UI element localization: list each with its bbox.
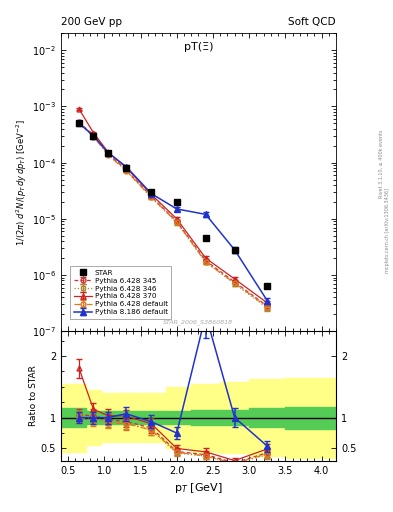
Y-axis label: Ratio to STAR: Ratio to STAR [29,366,38,426]
Text: Soft QCD: Soft QCD [288,17,336,27]
Text: STAR_2006_S3860818: STAR_2006_S3860818 [163,319,233,325]
X-axis label: p$_T$ [GeV]: p$_T$ [GeV] [174,481,223,495]
Text: mcplots.cern.ch [arXiv:1306.3436]: mcplots.cern.ch [arXiv:1306.3436] [385,188,389,273]
Text: 200 GeV pp: 200 GeV pp [61,17,122,27]
Text: pT(Ξ): pT(Ξ) [184,42,213,52]
Y-axis label: $1/(2\pi)\ d^2N/(p_T\,dy\,dp_T)\ [\mathrm{GeV}^{-2}]$: $1/(2\pi)\ d^2N/(p_T\,dy\,dp_T)\ [\mathr… [15,119,29,246]
Legend: STAR, Pythia 6.428 345, Pythia 6.428 346, Pythia 6.428 370, Pythia 6.428 default: STAR, Pythia 6.428 345, Pythia 6.428 346… [70,266,171,318]
Text: Rivet 3.1.10, ≥ 400k events: Rivet 3.1.10, ≥ 400k events [379,130,384,198]
